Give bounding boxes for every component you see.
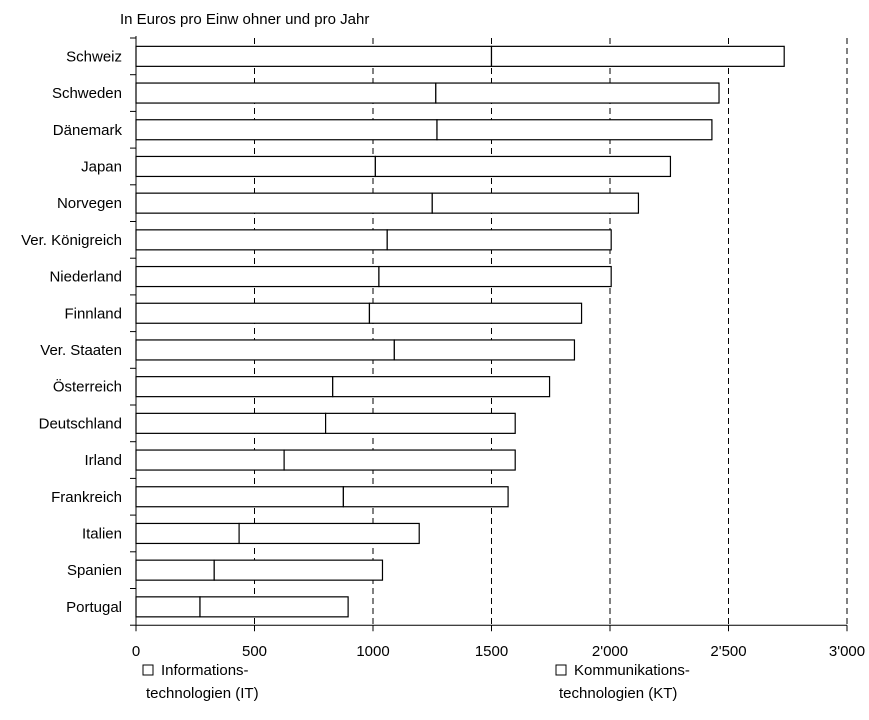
bar-it-10 — [135, 412, 327, 434]
bars — [135, 45, 785, 618]
bar-kt-13 — [238, 522, 420, 545]
legend-swatch-kt — [555, 664, 567, 676]
bar-kt-12 — [342, 486, 509, 508]
category-label: Schweiz — [66, 48, 122, 65]
bar-it-5 — [135, 229, 388, 251]
bar-it-11 — [135, 449, 285, 471]
grid-lines — [254, 38, 848, 626]
category-label: Finnland — [64, 305, 122, 322]
bar-it-7 — [135, 302, 371, 324]
bar-kt-0 — [490, 45, 785, 67]
x-tick-label: 3'000 — [829, 643, 865, 660]
chart-subtitle: In Euros pro Einw ohner und pro Jahr — [120, 11, 369, 28]
category-label: Ver. Königreich — [21, 232, 122, 249]
bar-kt-5 — [386, 229, 612, 251]
x-tick-label: 2'000 — [592, 643, 628, 660]
bar-kt-8 — [393, 339, 576, 361]
category-label: Frankreich — [51, 489, 122, 506]
bar-kt-2 — [436, 119, 713, 141]
bar-it-8 — [135, 339, 395, 361]
category-label: Schweden — [52, 85, 122, 102]
bar-kt-1 — [435, 82, 720, 104]
x-tick-label: 1500 — [475, 643, 508, 660]
legend-label-it: Informations- — [161, 662, 249, 679]
bar-kt-4 — [431, 192, 640, 214]
bar-kt-9 — [332, 376, 551, 398]
category-label: Irland — [84, 452, 122, 469]
bar-it-14 — [135, 559, 215, 581]
bar-kt-15 — [199, 596, 349, 618]
category-label: Österreich — [53, 378, 122, 396]
x-tick-label: 0 — [132, 643, 140, 660]
bar-it-4 — [135, 192, 433, 214]
legend-swatch-it — [142, 664, 154, 676]
category-label: Italien — [82, 525, 122, 542]
bar-kt-11 — [283, 449, 516, 471]
bar-kt-6 — [378, 265, 612, 288]
category-label: Deutschland — [39, 415, 122, 432]
x-tick-label: 1000 — [356, 643, 389, 660]
bar-it-15 — [135, 596, 201, 618]
category-label: Japan — [81, 158, 122, 175]
category-label: Spanien — [67, 562, 122, 579]
bar-kt-14 — [213, 559, 384, 581]
legend-label-kt: Kommunikations- — [574, 662, 690, 679]
category-label: Niederland — [49, 269, 122, 286]
bar-kt-3 — [374, 155, 672, 178]
bar-it-6 — [135, 265, 380, 288]
bar-it-9 — [135, 376, 334, 398]
category-label: Norvegen — [57, 195, 122, 212]
x-tick-label: 2'500 — [710, 643, 746, 660]
category-label: Dänemark — [53, 122, 123, 139]
category-label: Portugal — [66, 599, 122, 616]
axes: Schweiz Schweden Dänemark Japan Norvegen Ver.… — [21, 36, 865, 660]
bar-it-12 — [135, 486, 344, 508]
legend-label-it: technologien (IT) — [146, 685, 259, 702]
x-tick-label: 500 — [242, 643, 267, 660]
bar-it-0 — [135, 45, 493, 67]
legend: Informations-technologien (IT) Kommunikat… — [142, 662, 690, 702]
legend-label-kt: technologien (KT) — [559, 685, 677, 702]
bar-it-2 — [135, 119, 438, 141]
bar-it-13 — [135, 522, 240, 545]
bar-kt-7 — [368, 302, 583, 324]
category-label: Ver. Staaten — [40, 342, 122, 359]
bar-kt-10 — [325, 412, 516, 434]
bar-it-3 — [135, 155, 376, 178]
bar-it-1 — [135, 82, 437, 104]
